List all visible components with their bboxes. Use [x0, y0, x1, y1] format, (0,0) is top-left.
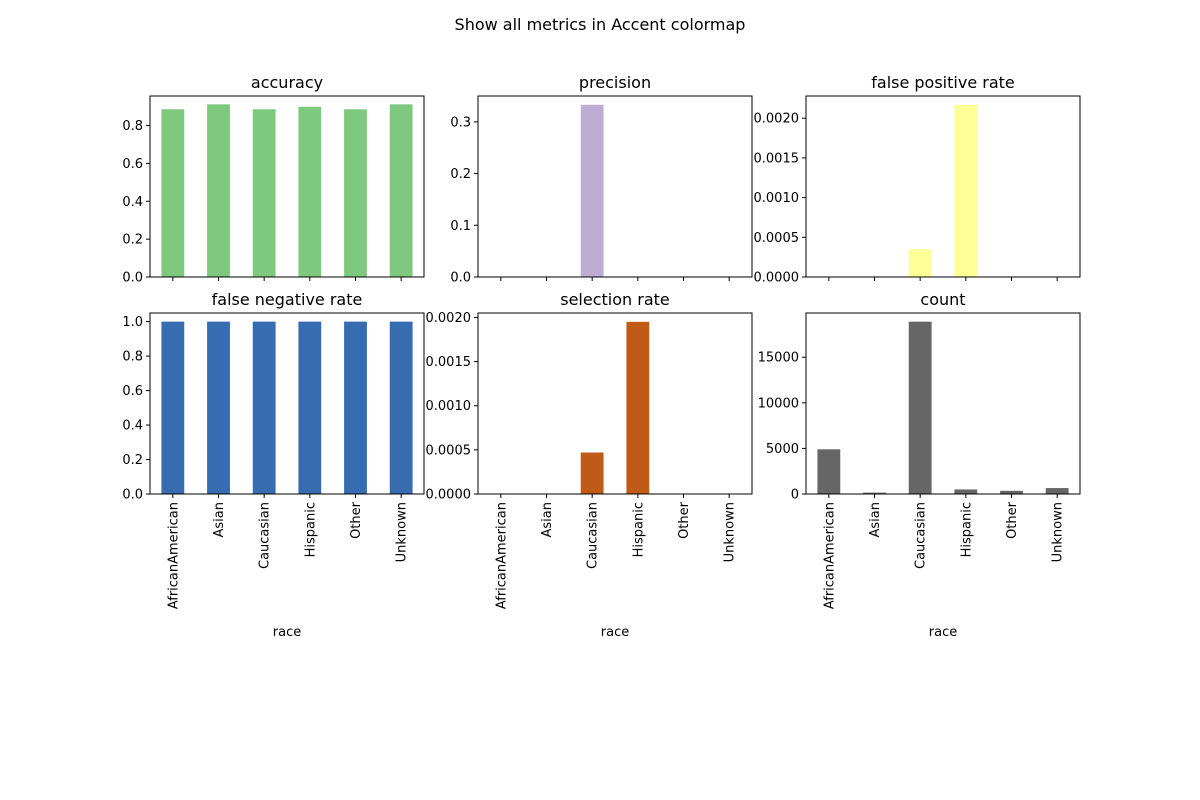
panel-title-false-negative-rate: false negative rate [212, 290, 363, 309]
panel-accuracy: 0.0 0.2 0.4 0.6 0.8 accuracy [122, 73, 425, 286]
ytick-label-precision: 0.0 [450, 271, 471, 286]
bar-accuracy-Asian [207, 104, 230, 277]
ytick-label-selection-rate: 0.0015 [426, 355, 472, 370]
bar-accuracy-Hispanic [298, 106, 322, 277]
axes-frame-precision [477, 95, 753, 278]
panel-count: 0 5000 10000 15000 AfricanAmerican Asian Cauca… [758, 290, 1081, 640]
xtick-label-false-negative-rate: Hispanic [303, 502, 318, 557]
ytick-label-false-positive-rate: 0.0005 [754, 231, 800, 246]
panel-false-positive-rate: 0.0000 0.0005 0.0010 0.0015 0.0020 false posi… [754, 73, 1081, 286]
panel-title-false-positive-rate: false positive rate [871, 73, 1015, 92]
ytick-label-accuracy: 0.8 [122, 119, 143, 134]
ytick-label-selection-rate: 0.0000 [426, 488, 472, 503]
axes-frame-accuracy [149, 95, 425, 278]
ytick-label-accuracy: 0.4 [122, 195, 143, 210]
xtick-label-count: Unknown [1051, 502, 1066, 562]
bar-false-negative-rate-Caucasian [252, 321, 276, 494]
bar-count-Caucasian [908, 321, 932, 494]
ytick-label-false-negative-rate: 0.0 [122, 488, 143, 503]
panel-title-precision: precision [579, 73, 651, 92]
xtick-label-false-negative-rate: Caucasian [258, 502, 273, 569]
panel-precision: 0.0 0.1 0.2 0.3 precision [450, 73, 753, 286]
ytick-label-selection-rate: 0.0005 [426, 443, 472, 458]
bar-false-negative-rate-Unknown [389, 321, 413, 494]
xtick-label-selection-rate: Asian [540, 502, 555, 537]
bar-accuracy-Other [344, 109, 367, 277]
ytick-label-precision: 0.1 [450, 219, 471, 234]
axes-frame-false-positive-rate [805, 95, 1081, 278]
ytick-label-false-negative-rate: 0.4 [122, 419, 143, 434]
ytick-label-false-positive-rate: 0.0000 [754, 271, 800, 286]
xlabel-false-negative-rate: race [273, 625, 301, 640]
xtick-label-selection-rate: Other [677, 501, 692, 539]
xtick-label-count: AfricanAmerican [822, 502, 837, 609]
xlabel-count: race [929, 625, 957, 640]
ytick-label-precision: 0.3 [450, 115, 471, 130]
bar-count-Unknown [1045, 488, 1069, 494]
axes-frame-false-negative-rate [149, 312, 425, 495]
ytick-label-count: 15000 [758, 351, 799, 366]
ytick-label-false-positive-rate: 0.0015 [754, 151, 800, 166]
ytick-label-accuracy: 0.0 [122, 271, 143, 286]
ytick-label-false-negative-rate: 1.0 [122, 315, 143, 330]
xtick-label-false-negative-rate: AfricanAmerican [166, 502, 181, 609]
bar-accuracy-Unknown [389, 104, 413, 277]
bar-precision-Caucasian [580, 104, 604, 277]
ytick-label-false-negative-rate: 0.6 [122, 384, 143, 399]
bar-false-negative-rate-Asian [207, 321, 230, 494]
xtick-label-false-negative-rate: Unknown [395, 502, 410, 562]
ytick-label-selection-rate: 0.0020 [426, 311, 472, 326]
bar-false-positive-rate-Caucasian [908, 249, 932, 277]
panel-title-selection-rate: selection rate [560, 290, 670, 309]
bar-false-negative-rate-AfricanAmerican [161, 321, 185, 494]
bar-count-Asian [863, 492, 886, 494]
xtick-label-count: Other [1005, 501, 1020, 539]
xtick-label-selection-rate: Hispanic [631, 502, 646, 557]
axes-frame-count [805, 312, 1081, 495]
ytick-label-accuracy: 0.2 [122, 233, 143, 248]
axes-frame-selection-rate [477, 312, 753, 495]
ytick-label-count: 10000 [758, 396, 799, 411]
xtick-label-count: Caucasian [914, 502, 929, 569]
xtick-label-false-negative-rate: Other [349, 501, 364, 539]
panel-false-negative-rate: 0.0 0.2 0.4 0.6 0.8 1.0 AfricanAmerican Asian Ca… [122, 290, 425, 640]
bar-selection-rate-Caucasian [580, 452, 604, 494]
xtick-label-false-negative-rate: Asian [212, 502, 227, 537]
ytick-label-selection-rate: 0.0010 [426, 399, 472, 414]
xtick-label-selection-rate: AfricanAmerican [494, 502, 509, 609]
xlabel-selection-rate: race [601, 625, 629, 640]
xtick-label-selection-rate: Caucasian [586, 502, 601, 569]
bar-selection-rate-Hispanic [626, 321, 650, 494]
bar-accuracy-Caucasian [252, 109, 276, 277]
ytick-label-accuracy: 0.6 [122, 157, 143, 172]
bar-false-negative-rate-Hispanic [298, 321, 322, 494]
xtick-label-selection-rate: Unknown [723, 502, 738, 562]
figure-suptitle: Show all metrics in Accent colormap [455, 15, 746, 34]
ytick-label-false-negative-rate: 0.8 [122, 350, 143, 365]
xtick-label-count: Asian [868, 502, 883, 537]
xtick-label-count: Hispanic [959, 502, 974, 557]
panel-title-count: count [920, 290, 965, 309]
ytick-label-count: 5000 [766, 442, 799, 457]
panel-title-accuracy: accuracy [251, 73, 323, 92]
bar-false-negative-rate-Other [344, 321, 367, 494]
bar-count-Other [1000, 490, 1023, 494]
ytick-label-precision: 0.2 [450, 167, 471, 182]
panel-selection-rate: 0.0000 0.0005 0.0010 0.0015 0.0020 AfricanAme… [426, 290, 753, 640]
ytick-label-count: 0 [791, 488, 799, 503]
bar-count-Hispanic [954, 489, 978, 494]
ytick-label-false-positive-rate: 0.0020 [754, 112, 800, 127]
ytick-label-false-negative-rate: 0.2 [122, 453, 143, 468]
bar-false-positive-rate-Hispanic [954, 104, 978, 277]
bar-accuracy-AfricanAmerican [161, 109, 185, 277]
bar-count-AfricanAmerican [817, 449, 841, 494]
ytick-label-false-positive-rate: 0.0010 [754, 191, 800, 206]
